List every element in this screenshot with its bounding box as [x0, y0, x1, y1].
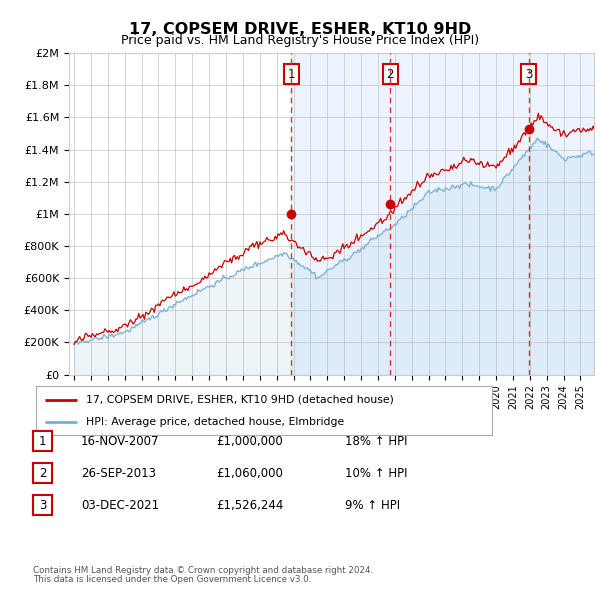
Text: This data is licensed under the Open Government Licence v3.0.: This data is licensed under the Open Gov… — [33, 575, 311, 584]
Text: £1,060,000: £1,060,000 — [216, 467, 283, 480]
Bar — [529, 53, 594, 375]
Text: 26-SEP-2013: 26-SEP-2013 — [81, 467, 156, 480]
Text: 16-NOV-2007: 16-NOV-2007 — [81, 435, 160, 448]
Text: 2: 2 — [39, 467, 46, 480]
Text: 03-DEC-2021: 03-DEC-2021 — [81, 499, 159, 512]
Text: Contains HM Land Registry data © Crown copyright and database right 2024.: Contains HM Land Registry data © Crown c… — [33, 566, 373, 575]
Text: £1,526,244: £1,526,244 — [216, 499, 283, 512]
Text: £1,000,000: £1,000,000 — [216, 435, 283, 448]
Text: 3: 3 — [39, 499, 46, 512]
Text: 17, COPSEM DRIVE, ESHER, KT10 9HD: 17, COPSEM DRIVE, ESHER, KT10 9HD — [129, 22, 471, 37]
Text: 10% ↑ HPI: 10% ↑ HPI — [345, 467, 407, 480]
Text: 2: 2 — [386, 67, 394, 80]
Text: 17, COPSEM DRIVE, ESHER, KT10 9HD (detached house): 17, COPSEM DRIVE, ESHER, KT10 9HD (detac… — [86, 395, 394, 405]
Bar — [390, 53, 529, 375]
Text: 1: 1 — [39, 435, 46, 448]
Text: 18% ↑ HPI: 18% ↑ HPI — [345, 435, 407, 448]
Text: Price paid vs. HM Land Registry's House Price Index (HPI): Price paid vs. HM Land Registry's House … — [121, 34, 479, 47]
Text: 3: 3 — [525, 67, 532, 80]
Text: 9% ↑ HPI: 9% ↑ HPI — [345, 499, 400, 512]
Text: HPI: Average price, detached house, Elmbridge: HPI: Average price, detached house, Elmb… — [86, 417, 344, 427]
Text: 1: 1 — [288, 67, 295, 80]
Bar — [292, 53, 390, 375]
